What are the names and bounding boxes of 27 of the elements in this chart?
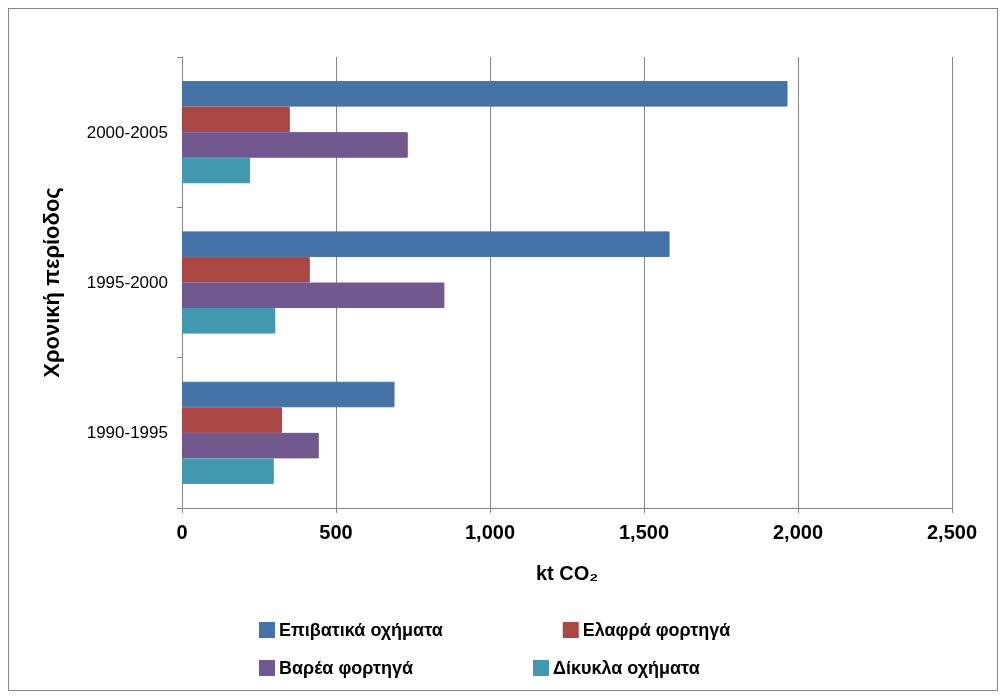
legend-label: Βαρέα φορτηγά bbox=[279, 658, 413, 678]
bar bbox=[182, 308, 276, 334]
y-tick-label: 1995-2000 bbox=[86, 273, 168, 292]
x-tick-label: 2,000 bbox=[772, 521, 824, 543]
bar bbox=[182, 407, 283, 433]
legend-label: Επιβατικά οχήματα bbox=[279, 620, 443, 640]
bar bbox=[182, 458, 274, 484]
bar bbox=[182, 81, 788, 107]
y-axis-title: Χρονική περίοδος bbox=[38, 187, 64, 378]
y-tick-label: 2000-2005 bbox=[86, 122, 168, 142]
y-tick-label: 1990-1995 bbox=[86, 423, 168, 443]
bar bbox=[182, 157, 251, 184]
bar bbox=[182, 132, 408, 158]
bar bbox=[182, 256, 310, 283]
legend-label: Ελαφρά φορτηγά bbox=[582, 620, 731, 640]
bar bbox=[182, 381, 395, 408]
x-tick-label: 500 bbox=[319, 521, 353, 543]
x-tick-label: 1,500 bbox=[618, 521, 670, 543]
bar bbox=[182, 282, 445, 309]
x-tick-label: 1,000 bbox=[464, 521, 516, 543]
x-tick-label: 0 bbox=[176, 521, 188, 543]
x-axis-title: kt CO₂ bbox=[535, 562, 599, 584]
bar bbox=[182, 106, 290, 133]
bar bbox=[182, 231, 670, 257]
bar bbox=[182, 432, 319, 459]
legend-label: Δίκυκλα οχήματα bbox=[553, 658, 700, 678]
x-tick-label: 2,500 bbox=[926, 521, 978, 543]
